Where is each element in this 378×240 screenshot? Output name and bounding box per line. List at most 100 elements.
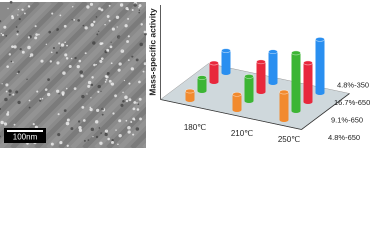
tem-particle: [110, 41, 112, 43]
tem-particle: [12, 93, 15, 96]
tem-particle: [0, 20, 2, 23]
tem-particle: [101, 107, 104, 111]
tem-particle: [125, 119, 128, 122]
tem-particle: [132, 107, 136, 111]
tem-particle: [70, 127, 74, 130]
tem-particle: [105, 78, 108, 81]
tem-particle: [136, 108, 140, 111]
tem-particle: [58, 42, 61, 45]
tem-particle: [128, 98, 132, 102]
tem-particle: [64, 41, 66, 44]
tem-particle: [65, 121, 70, 126]
tem-particle: [74, 56, 77, 60]
tem-particle: [86, 93, 88, 95]
tem-particle: [3, 122, 8, 126]
z-tick-label: 9.1%-650: [331, 115, 363, 124]
tem-stripe: [46, 46, 146, 148]
tem-particle: [108, 79, 112, 83]
tem-particle: [127, 130, 131, 134]
tem-particle: [55, 51, 58, 54]
x-tick-label: 180℃: [184, 123, 206, 132]
tem-particle: [143, 30, 147, 34]
tem-particle: [98, 127, 101, 129]
tem-particle: [16, 30, 19, 33]
tem-particle: [17, 9, 19, 11]
bar-top: [279, 89, 289, 95]
tem-particle: [5, 83, 9, 87]
tem-particle: [82, 119, 86, 122]
bar-top: [197, 75, 207, 80]
tem-particle: [70, 57, 73, 60]
tem-particle: [127, 59, 130, 62]
tem-particle: [71, 19, 73, 21]
tem-particle: [5, 35, 8, 37]
bar: [256, 61, 266, 92]
tem-particle: [34, 25, 37, 28]
tem-particle: [9, 0, 13, 4]
tem-particle: [56, 61, 60, 65]
tem-particle: [122, 91, 124, 94]
tem-particle: [111, 27, 115, 31]
tem-particle: [0, 120, 4, 125]
x-axis: [160, 99, 302, 130]
tem-particle: [101, 113, 104, 116]
tem-particle: [118, 62, 122, 66]
tem-particle: [90, 97, 92, 99]
tem-particle: [34, 36, 38, 40]
tem-particle: [50, 51, 53, 54]
tem-particle: [138, 6, 140, 9]
tem-stripe: [0, 2, 146, 148]
tem-particle: [49, 60, 53, 63]
tem-particle: [4, 97, 8, 102]
tem-particle: [122, 99, 125, 103]
tem-particle: [99, 141, 103, 145]
tem-particle: [21, 8, 24, 11]
tem-particle: [137, 103, 140, 105]
tem-particle: [116, 26, 118, 28]
tem-particle: [63, 24, 67, 28]
tem-particle: [117, 143, 119, 146]
tem-stripe: [0, 2, 40, 44]
tem-particle: [77, 120, 81, 123]
bar-top: [232, 92, 242, 97]
tem-particle: [127, 17, 130, 20]
tem-particle: [104, 74, 108, 78]
tem-particle: [93, 20, 96, 23]
y-axis-label: Mass-specific activity: [147, 8, 157, 96]
tem-particle: [48, 30, 52, 34]
tem-particle: [144, 32, 147, 36]
tem-stripe: [0, 2, 88, 92]
bar: [291, 52, 301, 111]
tem-particle: [66, 44, 68, 47]
tem-particle: [38, 33, 40, 36]
tem-particle: [97, 84, 101, 89]
tem-stripe: [0, 2, 28, 32]
tem-particle: [118, 119, 122, 123]
tem-particle: [90, 23, 94, 27]
tem-particle: [99, 59, 103, 63]
tem-particle: [93, 63, 96, 67]
tem-particle: [123, 79, 126, 82]
tem-particle: [3, 25, 7, 29]
tem-particle: [11, 45, 14, 49]
tem-particle: [117, 68, 121, 72]
tem-particle: [16, 33, 19, 36]
tem-particle: [130, 121, 133, 124]
tem-particle: [36, 90, 39, 93]
tem-particle: [44, 88, 48, 91]
tem-particle: [119, 3, 124, 7]
tem-particle: [91, 76, 94, 79]
tem-particle: [15, 26, 18, 28]
z-tick-label: 4.8%-350: [337, 80, 369, 89]
tem-particle: [17, 100, 21, 105]
bar-top: [268, 49, 278, 55]
tem-particle: [126, 40, 129, 43]
tem-particle: [104, 23, 106, 26]
tem-particle: [66, 144, 69, 147]
tem-stripe: [70, 70, 146, 148]
bar: [209, 63, 219, 82]
tem-particle: [80, 74, 84, 78]
tem-particle: [78, 59, 82, 63]
tem-particle: [35, 33, 38, 36]
tem-particle: [118, 133, 122, 138]
